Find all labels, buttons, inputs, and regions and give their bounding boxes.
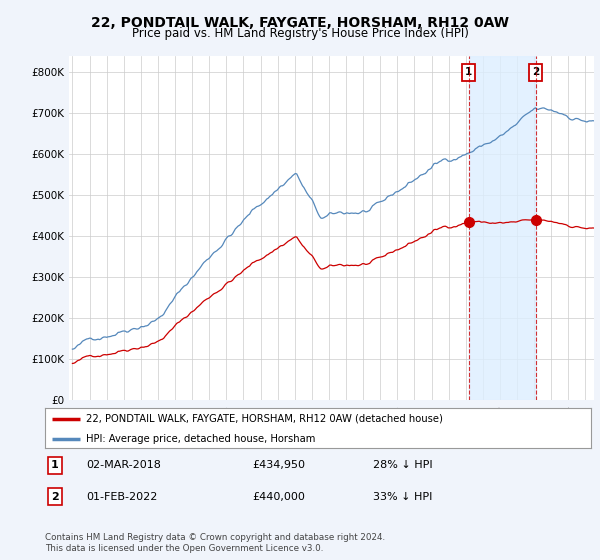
Text: 33% ↓ HPI: 33% ↓ HPI xyxy=(373,492,432,502)
Text: 2: 2 xyxy=(51,492,59,502)
Text: HPI: Average price, detached house, Horsham: HPI: Average price, detached house, Hors… xyxy=(86,434,316,444)
Text: 1: 1 xyxy=(51,460,59,470)
Text: 22, PONDTAIL WALK, FAYGATE, HORSHAM, RH12 0AW: 22, PONDTAIL WALK, FAYGATE, HORSHAM, RH1… xyxy=(91,16,509,30)
Text: 02-MAR-2018: 02-MAR-2018 xyxy=(86,460,161,470)
Text: £434,950: £434,950 xyxy=(253,460,305,470)
Text: 2: 2 xyxy=(532,67,539,77)
Text: 01-FEB-2022: 01-FEB-2022 xyxy=(86,492,157,502)
Text: Contains HM Land Registry data © Crown copyright and database right 2024.
This d: Contains HM Land Registry data © Crown c… xyxy=(45,533,385,553)
Text: Price paid vs. HM Land Registry's House Price Index (HPI): Price paid vs. HM Land Registry's House … xyxy=(131,27,469,40)
Text: 22, PONDTAIL WALK, FAYGATE, HORSHAM, RH12 0AW (detached house): 22, PONDTAIL WALK, FAYGATE, HORSHAM, RH1… xyxy=(86,414,443,424)
Text: 1: 1 xyxy=(465,67,472,77)
Text: 28% ↓ HPI: 28% ↓ HPI xyxy=(373,460,432,470)
Text: £440,000: £440,000 xyxy=(253,492,305,502)
Bar xyxy=(469,56,536,400)
